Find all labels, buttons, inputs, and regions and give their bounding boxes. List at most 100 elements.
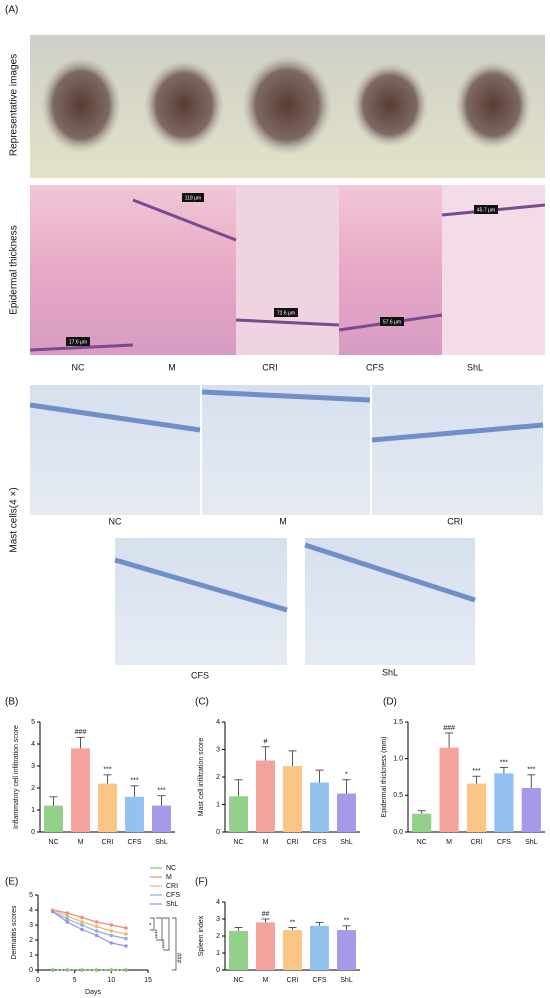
- x-tick-label: CFS: [313, 977, 327, 984]
- significance: **: [290, 919, 296, 926]
- point: [109, 941, 114, 945]
- y-tick-label: 2: [216, 774, 220, 781]
- group-label: M: [279, 516, 287, 526]
- row-label: Mast cells(4 ×): [9, 487, 20, 552]
- y-tick-label: 1: [31, 807, 35, 814]
- point: [65, 914, 70, 918]
- significance: ***: [103, 767, 111, 774]
- point: [124, 936, 128, 941]
- row-label: Epidermal thickness: [9, 225, 20, 314]
- x-tick-label: CFS: [497, 839, 511, 846]
- panel-label: (A): [5, 5, 18, 16]
- series-line: [52, 910, 127, 940]
- point: [124, 932, 128, 936]
- bar: [256, 922, 275, 970]
- significance: ***: [157, 788, 165, 795]
- x-tick-label: ShL: [340, 839, 353, 846]
- significance: ***: [472, 768, 480, 775]
- significance: ##: [262, 911, 270, 918]
- point: [124, 944, 128, 948]
- point: [124, 926, 128, 930]
- group-label: ShL: [467, 362, 483, 372]
- y-tick-label: 1: [216, 801, 220, 808]
- y-tick-label: 3: [216, 746, 220, 753]
- point: [109, 933, 114, 938]
- scale-label: 17.6 μm: [69, 339, 87, 345]
- point: [94, 929, 99, 933]
- y-tick-label: 3: [31, 763, 35, 770]
- scale-boxes: [66, 193, 498, 346]
- bar: [229, 930, 248, 970]
- panel-label: (B): [5, 697, 18, 708]
- y-tick-label: 3: [29, 922, 33, 929]
- y-tick-label: 0: [216, 967, 220, 974]
- legend-label: M: [166, 874, 172, 881]
- point: [109, 929, 114, 933]
- point: [50, 909, 55, 914]
- panel-label: (F): [195, 877, 208, 888]
- group-label: NC: [72, 362, 85, 372]
- significance: ****: [156, 929, 162, 939]
- x-tick-label: ShL: [340, 977, 353, 984]
- group-label: CFS: [191, 670, 209, 680]
- x-tick-label: NC: [48, 839, 58, 846]
- x-tick-label: ShL: [525, 839, 538, 846]
- x-tick-label: ShL: [155, 839, 168, 846]
- bar: [98, 783, 117, 832]
- y-tick-label: 2: [216, 933, 220, 940]
- bar: [337, 793, 356, 832]
- y-tick-label: 0: [216, 829, 220, 836]
- row-label: Representative images: [9, 54, 20, 156]
- x-tick-label: 0: [36, 977, 40, 984]
- point: [65, 920, 70, 924]
- point: [65, 917, 70, 921]
- x-tick-label: NC: [417, 839, 427, 846]
- x-tick-label: M: [78, 839, 84, 846]
- point: [65, 911, 70, 915]
- mast-images: [29, 385, 544, 665]
- y-axis-label: Inflammatory cell infiltration score: [13, 725, 20, 829]
- x-tick-label: CRI: [286, 977, 298, 984]
- x-tick-label: 10: [107, 977, 115, 984]
- significance: ****: [163, 939, 169, 949]
- significance: ***: [527, 767, 535, 774]
- x-tick-label: NC: [233, 839, 243, 846]
- scale-label: 57.6 μm: [383, 319, 401, 325]
- series-line: [52, 909, 127, 929]
- histology: [29, 185, 546, 355]
- legend-label: NC: [166, 865, 176, 872]
- y-tick-label: 0: [29, 967, 33, 974]
- point: [80, 923, 84, 927]
- bar: [439, 747, 459, 832]
- point: [94, 920, 99, 924]
- photos: [30, 35, 545, 178]
- significance: **: [344, 918, 350, 925]
- y-tick-label: 1: [29, 952, 33, 959]
- x-tick-label: M: [263, 839, 269, 846]
- x-tick-label: M: [446, 839, 452, 846]
- point: [80, 927, 84, 932]
- y-tick-label: 2: [29, 937, 33, 944]
- significance: ***: [130, 778, 138, 785]
- bar: [310, 782, 329, 832]
- y-tick-label: 4: [216, 719, 220, 726]
- y-axis-label: Epidermal thickness (mm): [381, 737, 388, 818]
- point: [50, 968, 55, 972]
- y-tick-label: 0.5: [393, 792, 403, 799]
- bar: [229, 796, 248, 832]
- bar: [44, 805, 63, 832]
- group-label: NC: [109, 516, 122, 526]
- bar: [152, 805, 171, 832]
- bar: [337, 930, 356, 970]
- x-tick-label: CRI: [470, 839, 482, 846]
- point: [109, 968, 114, 972]
- y-axis-label: Spleen index: [198, 915, 205, 956]
- x-tick-label: NC: [233, 977, 243, 984]
- x-tick-label: CFS: [313, 839, 327, 846]
- x-tick-label: CRI: [286, 839, 298, 846]
- point: [94, 968, 99, 972]
- significance: ***: [500, 759, 508, 766]
- scale-label: 72.6 μm: [277, 310, 295, 316]
- bar: [521, 788, 541, 832]
